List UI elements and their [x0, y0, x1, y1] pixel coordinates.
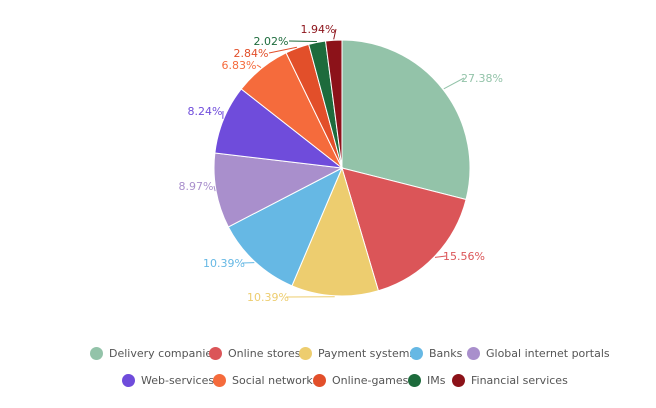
label-leader-lines	[213, 28, 465, 298]
pie-slice-banks	[227, 166, 344, 287]
pie-slice-delivery-companies	[341, 39, 471, 201]
slice-label: 8.97%	[179, 180, 214, 193]
slice-label: 6.83%	[222, 59, 257, 72]
pie-slice-online-stores	[341, 167, 467, 292]
slice-labels: 27.38%15.56%10.39%10.39%8.97%8.24%6.83%2…	[179, 23, 503, 304]
slice-label: 15.56%	[443, 250, 485, 263]
leader-line	[256, 64, 262, 69]
pie-slice-payment-systems	[291, 166, 380, 297]
leader-line	[288, 40, 317, 42]
slice-label: 2.84%	[234, 47, 269, 60]
slice-label: 1.94%	[301, 23, 336, 36]
leader-line	[443, 77, 465, 90]
slice-label: 27.38%	[461, 72, 503, 85]
slice-label: 10.39%	[203, 257, 245, 270]
leader-line	[434, 255, 447, 258]
pie-slices	[213, 39, 471, 297]
pie-slice-global-internet-portals	[213, 152, 344, 228]
slice-label: 8.24%	[188, 105, 223, 118]
leader-line	[333, 28, 337, 40]
slice-label: 10.39%	[247, 291, 289, 304]
leader-line	[213, 185, 216, 192]
leader-line	[268, 46, 298, 54]
pie-slice-financial-services	[324, 39, 343, 169]
slice-label: 2.02%	[254, 35, 289, 48]
